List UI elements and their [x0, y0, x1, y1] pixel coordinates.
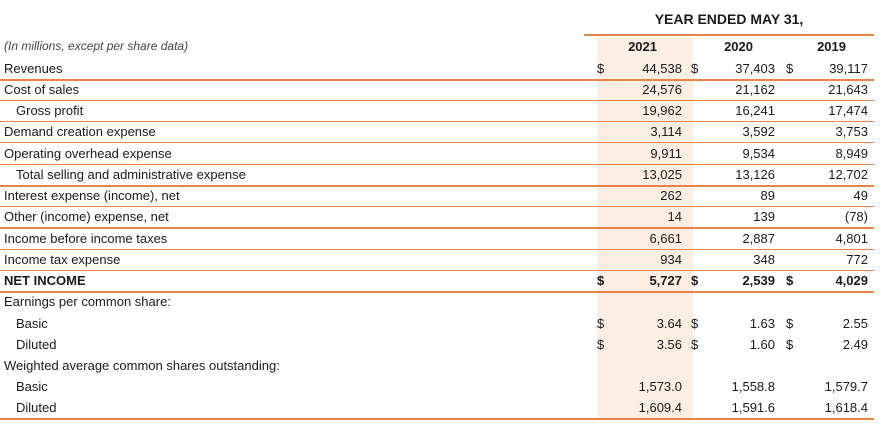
row-label: Total selling and administrative expense	[16, 167, 246, 182]
value-cell: 1,579.7	[824, 379, 868, 394]
value-cell: 5,727	[649, 273, 682, 288]
row-label: Income tax expense	[4, 252, 121, 267]
value-cell: 2,887	[742, 231, 775, 246]
value-cell: 8,949	[835, 146, 868, 161]
value-cell: 1,618.4	[824, 400, 868, 415]
value-cell: 262	[660, 188, 682, 203]
table-row: Weighted average common shares outstandi…	[0, 355, 874, 376]
currency-symbol: $	[597, 316, 605, 331]
value-cell: 1,591.6	[731, 400, 775, 415]
value-cell: 13,025	[642, 167, 682, 182]
row-label: Income before income taxes	[4, 231, 168, 246]
table-row: Earnings per common share:	[0, 291, 874, 312]
table-row: Total selling and administrative expense…	[0, 164, 874, 187]
value-cell: 139	[753, 209, 775, 224]
value-cell: 4,801	[835, 231, 868, 246]
value-cell: 19,962	[642, 103, 682, 118]
table-row: Other (income) expense, net 14 139 (78)	[0, 206, 874, 229]
table-row: Basic $3.64 $1.63 $2.55	[0, 313, 874, 334]
header-divider	[584, 34, 874, 36]
table-row: Diluted 1,609.4 1,591.6 1,618.4	[0, 397, 874, 420]
table-row: NET INCOME $5,727 $2,539 $4,029	[0, 270, 874, 293]
row-label: Gross profit	[16, 103, 84, 118]
value-cell: 1,609.4	[638, 400, 682, 415]
value-cell: 39,117	[829, 61, 868, 76]
currency-symbol: $	[597, 337, 605, 352]
value-cell: 16,241	[735, 103, 775, 118]
value-cell: 934	[660, 252, 682, 267]
currency-symbol: $	[691, 337, 699, 352]
currency-symbol: $	[786, 316, 794, 331]
table-row: Basic 1,573.0 1,558.8 1,579.7	[0, 376, 874, 397]
row-label: Revenues	[4, 61, 63, 76]
value-cell: 13,126	[735, 167, 775, 182]
value-cell: 1,558.8	[731, 379, 775, 394]
value-cell: 1,573.0	[638, 379, 682, 394]
value-cell: 1.63	[749, 316, 775, 331]
table-row: Interest expense (income), net 262 89 49	[0, 185, 874, 207]
currency-symbol: $	[691, 273, 699, 288]
fiscal-year-header: YEAR ENDED MAY 31,	[654, 11, 804, 27]
value-cell: 3.64	[656, 316, 682, 331]
value-cell: 17,474	[828, 103, 868, 118]
table-row: Cost of sales 24,576 21,162 21,643	[0, 79, 874, 101]
row-label: Basic	[16, 316, 48, 331]
value-cell: 21,162	[735, 82, 775, 97]
row-label: Other (income) expense, net	[4, 209, 169, 224]
value-cell: 772	[846, 252, 868, 267]
row-label: Demand creation expense	[4, 124, 156, 139]
currency-symbol: $	[691, 316, 699, 331]
table-row: Diluted $3.56 $1.60 $2.49	[0, 334, 874, 355]
currency-symbol: $	[597, 273, 605, 288]
value-cell: 2.49	[842, 337, 868, 352]
year-2019-header: 2019	[817, 39, 846, 54]
year-2021-header: 2021	[628, 39, 657, 54]
currency-symbol: $	[786, 337, 794, 352]
value-cell: 2.55	[842, 316, 868, 331]
value-cell: 3,592	[742, 124, 775, 139]
row-label: Weighted average common shares outstandi…	[4, 358, 280, 373]
value-cell: 44,538	[642, 61, 682, 76]
table-row: Revenues $44,538 $37,403 $39,117	[0, 58, 874, 81]
currency-symbol: $	[786, 273, 794, 288]
value-cell: 37,403	[735, 61, 775, 76]
row-label: Basic	[16, 379, 48, 394]
units-note: (In millions, except per share data)	[4, 39, 189, 53]
year-2020-header: 2020	[724, 39, 753, 54]
row-label: Earnings per common share:	[4, 294, 171, 309]
value-cell: 4,029	[835, 273, 868, 288]
value-cell: 24,576	[642, 82, 682, 97]
value-cell: 6,661	[649, 231, 682, 246]
currency-symbol: $	[786, 61, 794, 76]
value-cell: 9,534	[742, 146, 775, 161]
value-cell: 3.56	[656, 337, 682, 352]
row-label: Diluted	[16, 337, 57, 352]
table-row: Income before income taxes 6,661 2,887 4,80…	[0, 228, 874, 250]
value-cell: 12,702	[828, 167, 868, 182]
value-cell: (78)	[844, 209, 868, 224]
table-row: Demand creation expense 3,114 3,592 3,753	[0, 121, 874, 143]
value-cell: 9,911	[650, 146, 682, 161]
value-cell: 3,753	[835, 124, 868, 139]
table-row: Gross profit 19,962 16,241 17,474	[0, 100, 874, 122]
currency-symbol: $	[691, 61, 699, 76]
value-cell: 348	[753, 252, 775, 267]
row-label: NET INCOME	[4, 273, 86, 288]
value-cell: 3,114	[650, 124, 682, 139]
value-cell: 14	[667, 209, 682, 224]
row-label: Interest expense (income), net	[4, 188, 180, 203]
value-cell: 49	[853, 188, 868, 203]
table-row: Income tax expense 934 348 772	[0, 249, 874, 271]
row-label: Cost of sales	[4, 82, 80, 97]
currency-symbol: $	[597, 61, 605, 76]
value-cell: 21,643	[828, 82, 868, 97]
row-label: Diluted	[16, 400, 57, 415]
value-cell: 89	[760, 188, 775, 203]
table-row: Operating overhead expense 9,911 9,534 8,94…	[0, 143, 874, 165]
value-cell: 2,539	[742, 273, 775, 288]
row-label: Operating overhead expense	[4, 146, 172, 161]
value-cell: 1.60	[749, 337, 775, 352]
